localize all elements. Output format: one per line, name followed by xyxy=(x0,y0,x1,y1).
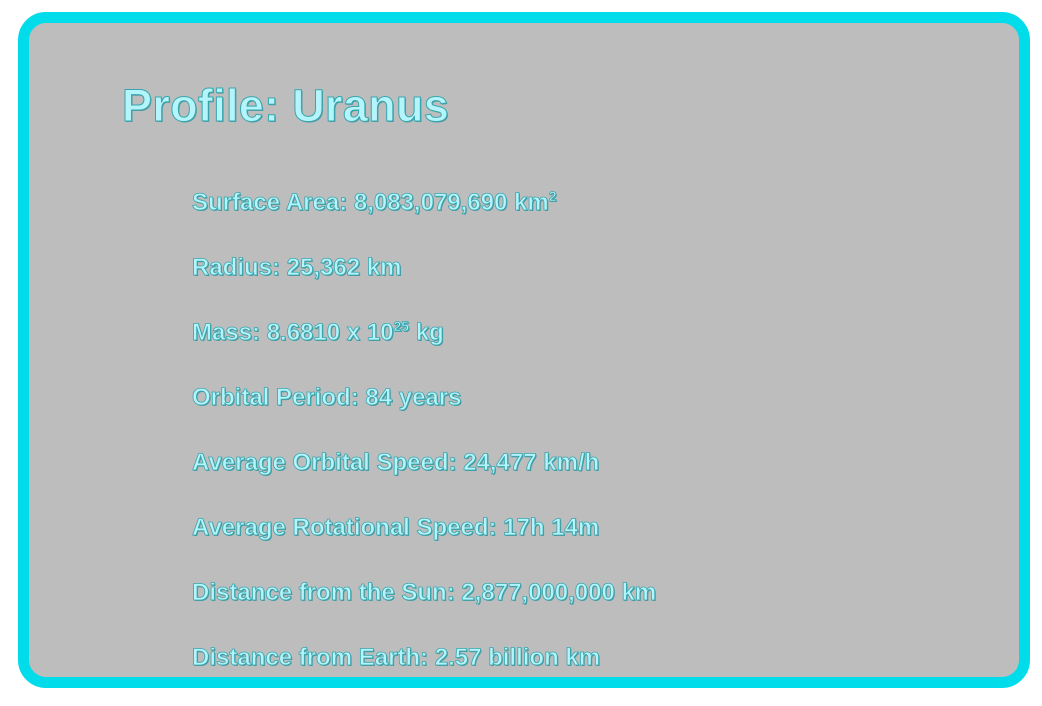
fact-text: Average Rotational Speed: 17h 14m xyxy=(192,514,600,542)
fact-rotational-speed: Average Rotational Speed: 17h 14m xyxy=(192,511,656,576)
fact-text: Distance from Earth: 2.57 billion km xyxy=(192,644,601,672)
fact-mass: Mass: 8.6810 x 1025 kg xyxy=(192,316,656,381)
fact-superscript: 25 xyxy=(393,318,410,334)
profile-card: Profile: Uranus Surface Area: 8,083,079,… xyxy=(18,12,1030,688)
fact-superscript: 2 xyxy=(548,188,557,204)
fact-orbital-period: Orbital Period: 84 years xyxy=(192,381,656,446)
fact-text: Average Orbital Speed: 24,477 km/h xyxy=(192,449,600,477)
fact-text: Radius: 25,362 km xyxy=(192,254,402,282)
profile-title: Profile: Uranus xyxy=(121,80,450,132)
fact-text: Orbital Period: 84 years xyxy=(192,384,462,412)
fact-text: Mass: 8.6810 x 10 xyxy=(192,319,394,347)
fact-text: Surface Area: 8,083,079,690 km xyxy=(192,189,549,217)
facts-list: Surface Area: 8,083,079,690 km2 Radius: … xyxy=(192,186,657,706)
fact-orbital-speed: Average Orbital Speed: 24,477 km/h xyxy=(192,446,656,511)
fact-suffix: kg xyxy=(409,319,444,347)
fact-surface-area: Surface Area: 8,083,079,690 km2 xyxy=(192,186,656,251)
fact-radius: Radius: 25,362 km xyxy=(192,251,656,316)
fact-distance-sun: Distance from the Sun: 2,877,000,000 km xyxy=(192,576,657,641)
fact-text: Distance from the Sun: 2,877,000,000 km xyxy=(192,579,657,607)
fact-distance-earth: Distance from Earth: 2.57 billion km xyxy=(192,641,656,706)
